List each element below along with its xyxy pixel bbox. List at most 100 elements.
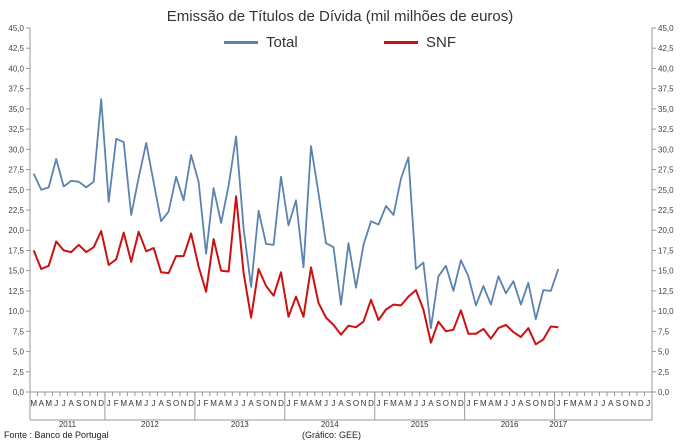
y-tick-label-right: 42,5 [658,44,674,53]
x-tick-label-month: A [69,399,75,408]
x-tick-label-month: A [578,399,584,408]
x-tick-label-month: M [45,399,52,408]
x-tick-label-month: M [570,399,577,408]
chart-series-lines [32,98,560,346]
x-tick-label-month: A [128,399,134,408]
y-tick-label-left: 10,0 [8,307,24,316]
y-tick-label-left: 32,5 [8,125,24,134]
x-tick-label-month: J [646,399,650,408]
x-tick-label-month: N [181,399,187,408]
x-tick-label-month: A [488,399,494,408]
x-tick-label-month: O [83,399,89,408]
x-tick-label-month: D [458,399,464,408]
y-tick-label-right: 17,5 [658,246,674,255]
x-tick-label-month: J [376,399,380,408]
source-note: Fonte : Banco de Portugal [4,430,109,440]
y-tick-label-right: 25,0 [658,186,674,195]
credit-note: (Gráfico: GEE) [302,430,362,440]
x-tick-label-month: J [332,399,336,408]
x-tick-label-month: F [204,399,209,408]
x-tick-label-month: M [390,399,397,408]
x-tick-label-month: J [466,399,470,408]
legend-label-total: Total [266,34,298,51]
x-tick-label-month: A [158,399,164,408]
legend-swatch-total [224,41,258,44]
x-tick-label-month: F [563,399,568,408]
x-tick-label-month: N [630,399,636,408]
y-tick-label-left: 12,5 [8,287,24,296]
y-tick-label-right: 45,0 [658,24,674,33]
x-tick-label-month: O [353,399,359,408]
legend-item-snf: SNF [384,34,456,51]
x-tick-label-month: D [98,399,104,408]
y-tick-label-right: 12,5 [658,287,674,296]
x-tick-label-month: M [585,399,592,408]
y-tick-label-left: 2,5 [13,368,25,377]
chart-title: Emissão de Títulos de Dívida (mil milhõe… [166,8,514,25]
x-tick-label-month: J [601,399,605,408]
y-tick-label-left: 7,5 [13,327,25,336]
x-tick-label-month: J [107,399,111,408]
y-tick-label-right: 10,0 [658,307,674,316]
x-tick-label-month: N [451,399,457,408]
x-tick-label-month: F [384,399,389,408]
x-tick-label-month: J [54,399,58,408]
x-tick-label-month: M [300,399,307,408]
x-tick-label-month: S [256,399,261,408]
y-tick-label-right: 7,5 [658,327,670,336]
x-tick-label-month: J [594,399,598,408]
x-tick-label-month: M [120,399,127,408]
x-tick-label-month: D [638,399,644,408]
x-tick-label-month: N [271,399,277,408]
x-tick-label-month: A [39,399,45,408]
chart-axes [26,27,656,421]
y-tick-label-right: 0,0 [658,388,670,397]
x-tick-label-month: J [234,399,238,408]
series-line-snf [32,195,559,346]
x-tick-label-year: 2013 [231,420,249,429]
x-tick-label-month: J [287,399,291,408]
y-tick-label-right: 20,0 [658,226,674,235]
y-tick-label-left: 22,5 [8,206,24,215]
x-tick-label-month: S [436,399,441,408]
y-tick-label-left: 40,0 [8,64,24,73]
x-tick-label-month: S [76,399,81,408]
x-tick-label-month: J [324,399,328,408]
x-tick-label-month: J [242,399,246,408]
y-tick-label-right: 2,5 [658,368,670,377]
x-tick-label-month: F [473,399,478,408]
x-tick-label-month: A [398,399,404,408]
x-tick-label-month: O [623,399,629,408]
x-tick-label-month: M [225,399,232,408]
y-tick-label-left: 27,5 [8,166,24,175]
chart-tick-labels: 0,0 0,0 2,5 2,5 5,0 5,0 7,5 7,5 10,0 10,0 12,5 12,5… [8,24,674,429]
x-tick-label-month: M [30,399,37,408]
y-tick-label-right: 35,0 [658,105,674,114]
y-tick-label-right: 15,0 [658,267,674,276]
x-tick-label-month: A [428,399,434,408]
x-tick-label-month: A [518,399,524,408]
x-tick-label-month: J [197,399,201,408]
x-tick-label-month: J [144,399,148,408]
y-tick-label-left: 15,0 [8,267,24,276]
x-tick-label-month: J [414,399,418,408]
x-tick-label-year: 2012 [141,420,159,429]
x-tick-label-month: J [504,399,508,408]
y-tick-label-left: 20,0 [8,226,24,235]
x-tick-label-month: N [91,399,97,408]
x-tick-label-month: A [608,399,614,408]
x-tick-label-month: M [495,399,502,408]
x-tick-label-month: F [114,399,119,408]
x-tick-label-month: O [443,399,449,408]
x-tick-label-month: M [135,399,142,408]
y-tick-label-left: 45,0 [8,24,24,33]
legend-item-total: Total [224,34,298,51]
x-tick-label-month: O [533,399,539,408]
x-tick-label-month: S [346,399,351,408]
x-tick-label-month: M [315,399,322,408]
x-tick-label-month: S [526,399,531,408]
x-tick-label-month: N [361,399,367,408]
y-tick-label-right: 40,0 [658,64,674,73]
x-tick-label-month: S [616,399,621,408]
